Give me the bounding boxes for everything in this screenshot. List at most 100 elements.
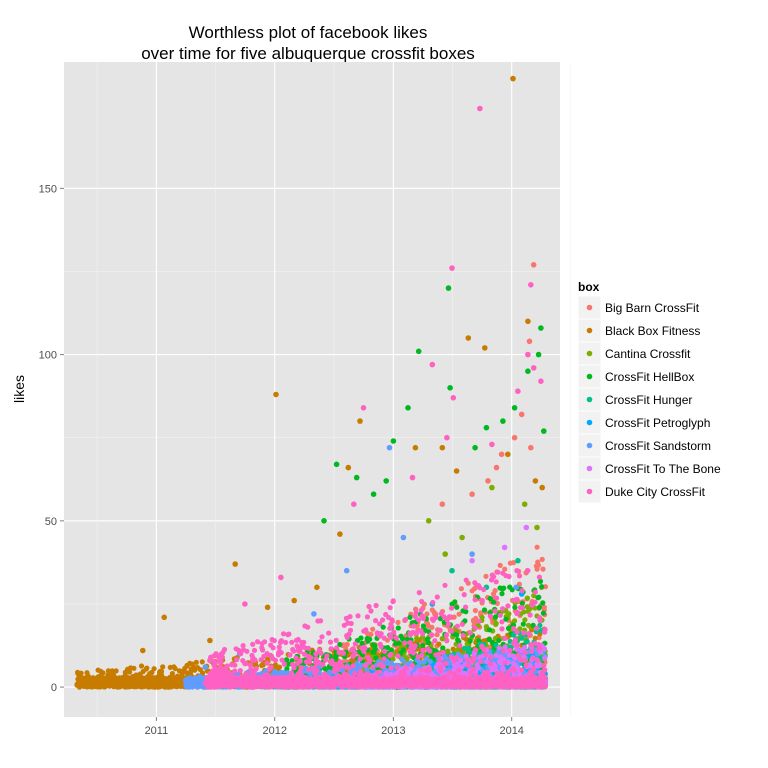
data-point bbox=[144, 665, 150, 671]
data-point bbox=[445, 648, 451, 654]
data-point bbox=[396, 640, 402, 646]
data-point bbox=[138, 663, 145, 669]
data-point bbox=[498, 451, 505, 458]
data-point bbox=[291, 597, 298, 604]
data-point bbox=[151, 666, 157, 672]
data-point bbox=[500, 418, 506, 424]
data-point bbox=[172, 666, 178, 672]
data-point bbox=[481, 607, 488, 613]
data-point bbox=[472, 444, 478, 451]
data-point bbox=[264, 604, 271, 611]
data-point bbox=[542, 584, 549, 590]
data-point bbox=[372, 646, 378, 652]
data-point bbox=[456, 611, 462, 617]
data-point bbox=[131, 665, 137, 671]
data-point bbox=[525, 368, 531, 375]
data-point bbox=[524, 595, 531, 601]
data-point bbox=[159, 669, 165, 675]
data-point bbox=[451, 614, 457, 620]
data-point bbox=[273, 391, 279, 398]
data-point bbox=[520, 621, 526, 627]
data-point bbox=[521, 501, 528, 508]
data-point bbox=[534, 544, 540, 550]
data-point bbox=[463, 609, 469, 615]
data-point bbox=[321, 518, 327, 524]
data-point bbox=[345, 464, 352, 471]
data-point bbox=[506, 611, 512, 617]
data-point bbox=[442, 551, 449, 557]
data-point bbox=[501, 585, 507, 591]
data-point bbox=[113, 668, 119, 674]
data-point bbox=[538, 325, 544, 331]
data-point bbox=[447, 385, 453, 391]
data-point bbox=[493, 464, 500, 471]
data-point bbox=[540, 610, 547, 616]
data-point bbox=[415, 348, 422, 355]
data-point bbox=[496, 637, 502, 643]
data-point bbox=[483, 573, 489, 579]
data-point bbox=[530, 262, 537, 268]
data-point bbox=[284, 657, 290, 663]
data-point bbox=[526, 338, 533, 345]
data-point bbox=[388, 647, 394, 653]
data-point bbox=[126, 669, 133, 675]
data-point bbox=[534, 524, 540, 531]
data-point bbox=[535, 351, 542, 358]
chart-title-line-1: Worthless plot of facebook likes bbox=[189, 23, 428, 42]
data-point bbox=[160, 664, 166, 670]
data-point bbox=[528, 444, 534, 451]
data-point bbox=[536, 594, 542, 600]
data-point bbox=[485, 478, 491, 484]
data-point bbox=[161, 614, 167, 621]
data-point bbox=[472, 607, 478, 614]
data-point bbox=[540, 566, 546, 572]
data-point bbox=[232, 561, 238, 567]
data-point bbox=[489, 484, 495, 491]
data-point bbox=[272, 662, 279, 668]
data-point bbox=[540, 600, 546, 606]
data-point bbox=[539, 484, 545, 491]
data-point bbox=[541, 428, 547, 434]
data-point bbox=[534, 566, 540, 572]
data-point bbox=[439, 501, 446, 508]
data-point bbox=[344, 641, 350, 648]
data-point bbox=[465, 335, 472, 341]
data-point bbox=[499, 591, 505, 597]
data-point bbox=[414, 635, 420, 641]
data-point bbox=[434, 632, 440, 638]
data-point bbox=[425, 518, 432, 524]
data-point bbox=[276, 664, 283, 670]
data-point bbox=[439, 444, 446, 451]
data-point bbox=[483, 424, 490, 431]
data-point bbox=[207, 637, 213, 644]
data-point bbox=[367, 636, 373, 642]
data-point bbox=[518, 411, 525, 418]
data-point bbox=[390, 438, 397, 444]
data-point bbox=[337, 531, 343, 537]
data-point bbox=[400, 647, 406, 653]
data-point bbox=[412, 444, 419, 451]
chart-title: Worthless plot of facebook likes over ti… bbox=[141, 23, 475, 63]
data-point bbox=[445, 285, 452, 291]
data-point bbox=[105, 668, 111, 674]
data-point bbox=[353, 474, 360, 481]
data-point bbox=[532, 478, 539, 484]
data-point bbox=[536, 604, 543, 611]
data-point bbox=[395, 625, 401, 631]
data-point bbox=[100, 670, 106, 676]
data-point bbox=[512, 604, 518, 610]
data-point bbox=[383, 478, 390, 484]
data-point bbox=[459, 534, 465, 541]
data-point bbox=[429, 624, 435, 631]
data-point bbox=[525, 318, 531, 325]
data-points bbox=[74, 75, 549, 690]
data-point bbox=[199, 659, 205, 665]
data-point bbox=[497, 562, 503, 569]
data-point bbox=[407, 614, 413, 620]
data-point bbox=[510, 560, 517, 566]
data-point bbox=[370, 626, 376, 632]
data-point bbox=[482, 345, 488, 351]
data-point bbox=[358, 635, 364, 641]
data-point bbox=[314, 584, 320, 591]
data-point bbox=[140, 647, 146, 654]
